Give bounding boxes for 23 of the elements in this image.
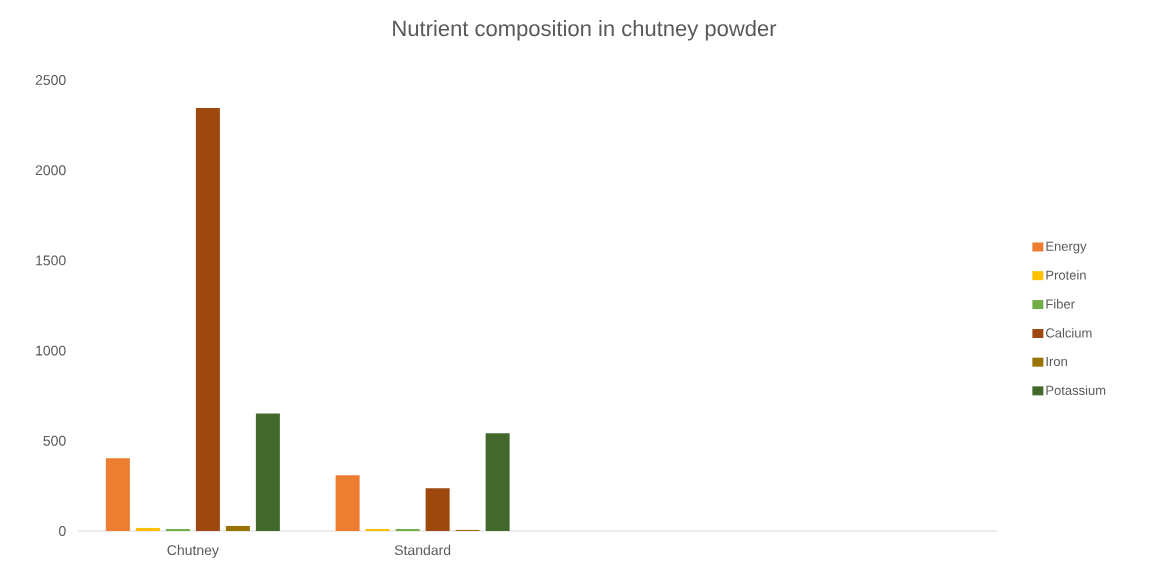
legend-label: Fiber: [1046, 299, 1075, 309]
y-tick-label: 1500: [36, 255, 66, 266]
legend-label: Energy: [1046, 241, 1087, 254]
bar: [335, 475, 360, 531]
chart-title: Nutrient composition in chutney powder: [393, 20, 777, 41]
bar: [425, 488, 450, 531]
bar: [135, 527, 160, 531]
x-tick-label: Standard: [394, 544, 451, 556]
legend-label: Calcium: [1046, 328, 1092, 338]
legend-label: Iron: [1046, 356, 1067, 367]
bar: [485, 433, 510, 531]
y-tick-label: 500: [43, 435, 66, 446]
bar: [225, 525, 250, 531]
y-tick-label: 2500: [35, 75, 66, 85]
bar: [105, 458, 130, 531]
y-tick-label: 2000: [35, 165, 66, 176]
y-tick-label: 1000: [36, 345, 66, 356]
bar: [255, 413, 280, 531]
legend-label: Protein: [1046, 270, 1086, 280]
y-tick-label: 0: [58, 526, 66, 536]
x-tick-label: Chutney: [167, 544, 219, 558]
bar: [195, 107, 220, 531]
legend-label: Potassium: [1046, 385, 1106, 395]
